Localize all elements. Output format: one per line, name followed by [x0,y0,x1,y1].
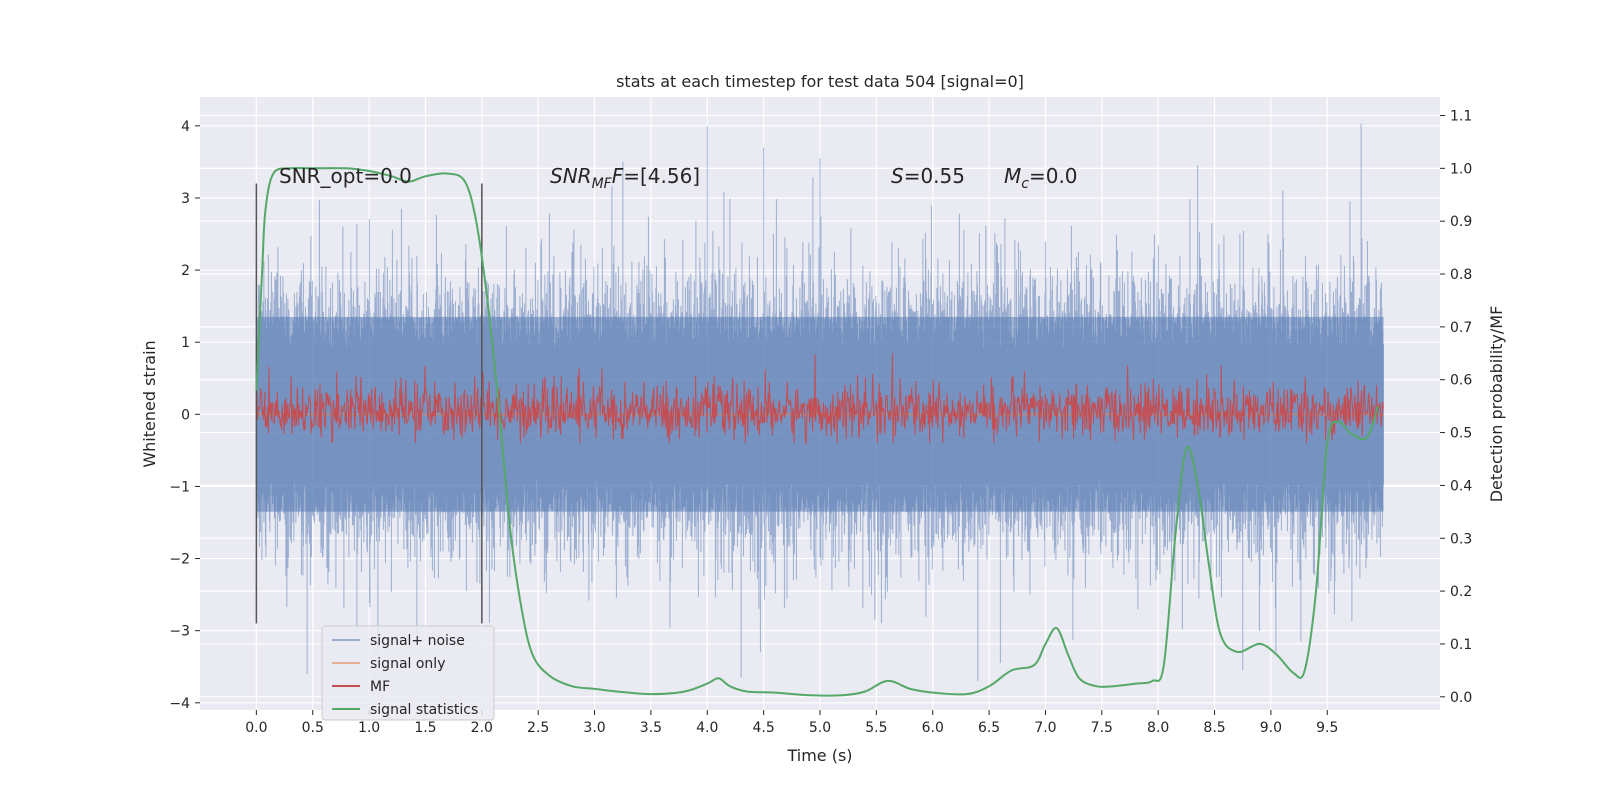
x-tick-label: 7.5 [1091,720,1113,736]
x-axis-label: Time (s) [786,746,852,765]
legend-label-signal-noise: signal+ noise [370,633,465,649]
signal-statistics-line [255,166,1379,697]
x-tick-label: 2.5 [527,720,549,736]
y-tick-label: −1 [169,479,190,495]
annotation-snr-opt: SNR_opt=0.0 [279,164,412,188]
x-tick-label: 3.0 [583,720,605,736]
annotation-mc-value: =0.0 [1029,164,1078,188]
x-tick-label: 0.0 [245,720,267,736]
y-right-tick-label: 1.1 [1450,108,1472,124]
y-tick-label: 2 [181,263,190,279]
y-right-tick-label: 1.0 [1450,161,1472,177]
x-tick-label: 4.5 [753,720,775,736]
annotation-snr-mf-sub: MF [592,176,613,192]
legend-label-signal-only: signal only [370,656,445,672]
annotation-s-symbol: S [891,164,904,188]
legend-label-signal-statistics: signal statistics [370,702,478,718]
y-right-tick-label: 0.4 [1450,478,1472,494]
annotation-snr-mf-base: SNR [550,164,592,188]
y-right-axis-label: Detection probability/MF [1487,306,1506,503]
x-tick-label: 5.5 [865,720,887,736]
y-tick-label: −4 [169,696,190,712]
y-tick-label: 4 [181,119,190,135]
x-tick-label: 6.0 [922,720,944,736]
x-tick-label: 8.5 [1203,720,1225,736]
y-right-tick-label: 0.5 [1450,426,1472,442]
y-right-tick-label: 0.7 [1450,320,1472,336]
annotation-mc-sub: c [1021,176,1029,192]
series-signal-statistics [255,166,1379,697]
mf-trace [255,353,1384,445]
legend: signal+ noise signal only MF signal stat… [321,625,495,721]
x-tick-label: 4.0 [696,720,718,736]
y-right-tick-label: 0.6 [1450,373,1472,389]
x-tick-label: 9.5 [1316,720,1338,736]
chart-title: stats at each timestep for test data 504… [616,72,1024,91]
legend-label-mf: MF [370,679,390,695]
annotation-mc-symbol: M [1004,164,1021,188]
x-tick-label: 3.5 [640,720,662,736]
x-tick-label: 1.0 [358,720,380,736]
annotation-mc: Mc=0.0 [1004,164,1078,192]
axis-ticks: 0.0 0.5 1.0 1.5 2.0 2.5 3.0 3.5 4.0 4.5 5.0 5.5 6.0 6… [169,108,1472,736]
x-tick-label: 6.5 [978,720,1000,736]
x-tick-label: 1.5 [414,720,436,736]
y-right-tick-label: 0.9 [1450,214,1472,230]
y-right-tick-label: 0.1 [1450,637,1472,653]
y-right-tick-label: 0.8 [1450,267,1472,283]
x-tick-label: 0.5 [302,720,324,736]
y-right-tick-label: 0.2 [1450,584,1472,600]
y-tick-label: 0 [181,407,190,423]
y-tick-label: −2 [169,552,190,568]
y-tick-label: 1 [181,335,190,351]
legend-box [321,625,495,721]
y-axis-label: Whitened strain [140,340,159,467]
y-tick-label: 3 [181,191,190,207]
annotation-snr-mf-f: F [612,164,624,188]
annotation-snr-mf-value: =[4.56] [623,164,700,188]
y-tick-label: −3 [169,624,190,640]
annotation-s-value: =0.55 [904,164,965,188]
x-tick-label: 8.0 [1147,720,1169,736]
x-tick-label: 9.0 [1260,720,1282,736]
y-right-tick-label: 0.3 [1450,531,1472,547]
y-right-tick-label: 0.0 [1450,690,1472,706]
annotation-s: S=0.55 [891,164,965,188]
annotation-snr-mf: SNRMFF=[4.56] [550,164,700,192]
x-tick-label: 2.0 [471,720,493,736]
x-tick-label: 5.0 [809,720,831,736]
series-mf [255,353,1384,445]
x-tick-label: 7.0 [1034,720,1056,736]
